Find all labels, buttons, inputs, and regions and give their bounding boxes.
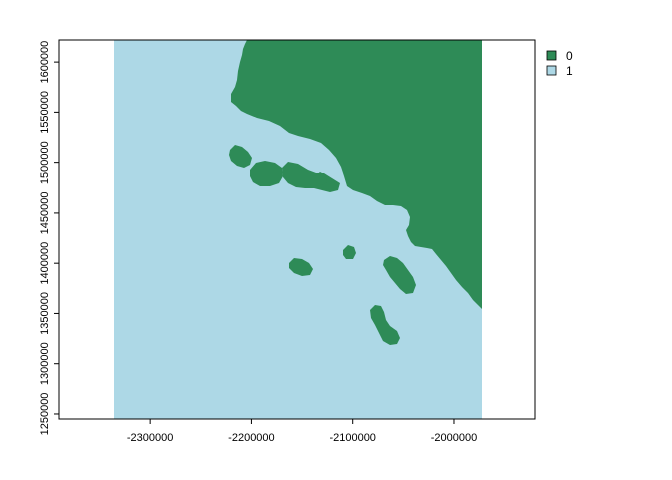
y-tick-label: 1250000: [39, 393, 51, 436]
island-anacapa: [315, 172, 327, 185]
y-tick-label: 1600000: [39, 41, 51, 84]
x-tick-label: -2100000: [329, 432, 376, 444]
island-santa-barbara: [343, 245, 356, 259]
island-santa-rosa: [250, 161, 283, 186]
plot-area: [114, 40, 482, 419]
y-tick-label: 1300000: [39, 342, 51, 385]
mainland-land: [231, 40, 482, 309]
y-tick-label: 1500000: [39, 141, 51, 184]
island-san-clemente: [370, 305, 400, 345]
x-axis: -2300000 -2200000 -2100000 -2000000: [127, 419, 477, 444]
legend-label-1: 1: [566, 64, 573, 78]
y-tick-label: 1550000: [39, 91, 51, 134]
legend-label-0: 0: [566, 49, 573, 63]
legend: 0 1: [546, 49, 573, 78]
x-tick-label: -2300000: [127, 432, 174, 444]
y-tick-label: 1350000: [39, 292, 51, 335]
legend-swatch-0: [546, 50, 557, 61]
legend-swatch-1: [546, 65, 557, 76]
x-tick-label: -2200000: [228, 432, 275, 444]
island-san-nicolas: [289, 258, 313, 276]
x-tick-label: -2000000: [431, 432, 478, 444]
island-santa-cruz: [282, 162, 340, 192]
y-tick-label: 1400000: [39, 242, 51, 285]
y-axis: 1250000 1300000 1350000 1400000 1450000 15000…: [39, 41, 59, 436]
island-san-miguel: [229, 145, 252, 168]
y-tick-label: 1450000: [39, 191, 51, 234]
island-catalina: [383, 256, 416, 294]
plot-frame: [58, 39, 536, 420]
